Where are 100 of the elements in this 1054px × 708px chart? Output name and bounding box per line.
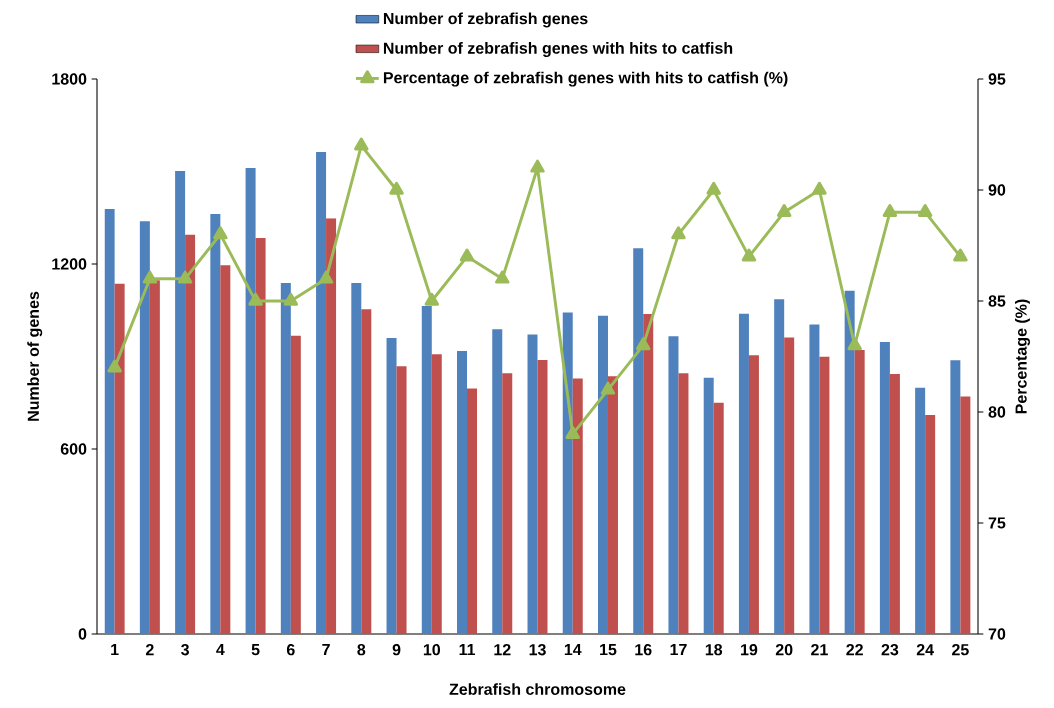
bar (784, 337, 795, 634)
point (424, 292, 440, 306)
y2-tick-label: 80 (988, 406, 1006, 418)
point (354, 137, 369, 151)
bar (713, 402, 724, 634)
bar (457, 350, 468, 634)
bar (280, 283, 291, 634)
point (917, 204, 933, 217)
bar (562, 312, 573, 634)
bar (854, 350, 865, 634)
x-tick-label: 23 (881, 644, 899, 656)
bar (879, 342, 890, 634)
bar (960, 396, 971, 634)
bar (572, 378, 583, 634)
bar (925, 415, 936, 634)
y2-tick-label: 90 (988, 184, 1006, 196)
bar (819, 356, 830, 634)
bar (668, 336, 679, 634)
bar (678, 373, 689, 634)
bar (950, 360, 961, 634)
point (495, 270, 510, 284)
bar (386, 338, 397, 634)
bar (361, 309, 372, 634)
bar (809, 324, 820, 634)
x-tick-label: 20 (775, 644, 793, 656)
bar (527, 334, 538, 634)
x-tick-label: 4 (216, 644, 225, 656)
bar (149, 280, 160, 634)
x-tick-label: 10 (423, 644, 441, 656)
x-tick-label: 24 (916, 644, 934, 656)
y-tick-label: 1800 (52, 73, 87, 85)
y2-tick-label: 85 (988, 295, 1006, 307)
bar (104, 209, 115, 634)
bar (844, 290, 855, 634)
bar (889, 374, 900, 634)
bar (597, 315, 608, 634)
point (177, 270, 193, 284)
bar (290, 335, 301, 634)
bar (703, 377, 714, 634)
x-tick-label: 8 (357, 644, 366, 656)
point (706, 181, 721, 195)
x-tick-label: 16 (635, 644, 652, 656)
x-tick-label: 13 (529, 644, 546, 656)
x-tick-label: 19 (741, 644, 758, 656)
point (600, 381, 616, 395)
x-tick-label: 9 (392, 644, 401, 656)
point (389, 181, 404, 195)
bar (738, 313, 749, 634)
x-tick-label: 5 (251, 644, 260, 656)
bar (245, 168, 256, 634)
x-axis-title: Zebrafish chromosome (449, 683, 626, 695)
point (318, 270, 334, 284)
bar (175, 170, 186, 634)
x-tick-label: 25 (952, 644, 969, 656)
point (459, 248, 475, 262)
bar (351, 283, 362, 634)
bar (326, 218, 337, 634)
x-tick-label: 2 (145, 644, 154, 656)
y2-tick-label: 75 (988, 517, 1006, 529)
legend-label: Percentage of zebrafish genes with hits to catfish (%) (383, 71, 788, 87)
point (213, 226, 228, 240)
bar (316, 152, 327, 634)
y2-axis-title: Percentage (%) (1015, 299, 1030, 414)
point (530, 159, 545, 173)
x-tick-label: 3 (181, 644, 189, 656)
point (142, 270, 158, 284)
point (812, 181, 827, 195)
x-tick-label: 14 (564, 644, 582, 656)
point (882, 204, 898, 217)
bar (185, 234, 196, 634)
point (107, 359, 122, 373)
bar (774, 299, 785, 634)
bar (537, 359, 548, 634)
point (635, 337, 651, 351)
bar (114, 283, 125, 634)
point (776, 204, 792, 217)
bar (210, 214, 221, 634)
y-tick-label: 1200 (52, 258, 87, 270)
bar (467, 388, 478, 634)
y2-tick-label: 70 (988, 628, 1006, 640)
x-tick-label: 15 (600, 644, 617, 656)
bar (255, 238, 266, 634)
bar (633, 248, 644, 634)
point (283, 292, 299, 306)
x-tick-label: 11 (459, 644, 476, 656)
y-tick-label: 0 (78, 628, 87, 640)
bar (643, 313, 654, 634)
bar (220, 265, 231, 634)
point (741, 248, 757, 262)
y2-tick-label: 95 (988, 73, 1006, 85)
y-tick-label: 600 (60, 443, 87, 455)
x-tick-label: 6 (286, 644, 295, 656)
point (248, 292, 263, 306)
x-tick-label: 18 (705, 644, 723, 656)
x-tick-label: 7 (322, 644, 330, 656)
y-axis-title: Number of genes (27, 291, 43, 421)
point (847, 337, 862, 351)
x-tick-label: 1 (111, 644, 119, 656)
x-tick-label: 21 (811, 644, 828, 656)
legend-label: Number of zebrafish genes with hits to catfish (383, 42, 733, 58)
